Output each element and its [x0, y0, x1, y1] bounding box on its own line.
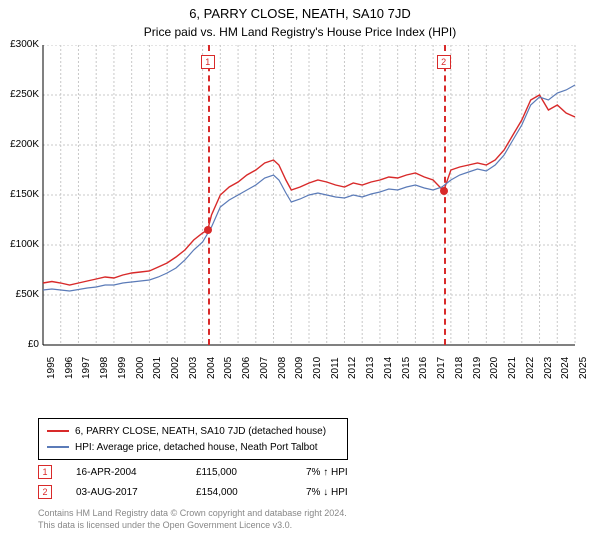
- y-tick-label: £50K: [5, 289, 39, 300]
- legend: 6, PARRY CLOSE, NEATH, SA10 7JD (detache…: [38, 418, 348, 460]
- chart-title: 6, PARRY CLOSE, NEATH, SA10 7JD: [0, 0, 600, 21]
- x-tick-label: 2022: [525, 357, 536, 379]
- x-tick-label: 1999: [117, 357, 128, 379]
- y-tick-label: £200K: [5, 139, 39, 150]
- x-tick-label: 2003: [188, 357, 199, 379]
- legend-label: 6, PARRY CLOSE, NEATH, SA10 7JD (detache…: [75, 426, 326, 437]
- x-tick-label: 2000: [135, 357, 146, 379]
- x-tick-label: 2007: [259, 357, 270, 379]
- marker-vline: [208, 45, 210, 345]
- x-tick-label: 2025: [578, 357, 589, 379]
- x-tick-label: 2011: [330, 357, 341, 379]
- y-tick-label: £250K: [5, 89, 39, 100]
- footer-attribution: Contains HM Land Registry data © Crown c…: [38, 508, 347, 531]
- sale-marker-box: 2: [38, 485, 52, 499]
- legend-row: 6, PARRY CLOSE, NEATH, SA10 7JD (detache…: [47, 423, 339, 439]
- x-tick-label: 2023: [543, 357, 554, 379]
- sale-price: £115,000: [196, 467, 306, 478]
- chart-svg: [35, 45, 595, 395]
- x-tick-label: 2020: [489, 357, 500, 379]
- sale-marker-box: 1: [38, 465, 52, 479]
- sale-date: 16-APR-2004: [76, 467, 196, 478]
- marker-dot: [204, 226, 212, 234]
- x-tick-label: 2010: [312, 357, 323, 379]
- sale-hpi-delta: 7% ↓ HPI: [306, 487, 396, 498]
- x-tick-label: 2021: [507, 357, 518, 379]
- x-tick-label: 2009: [294, 357, 305, 379]
- marker-label-box: 1: [201, 55, 215, 69]
- x-tick-label: 2018: [454, 357, 465, 379]
- y-tick-label: £100K: [5, 239, 39, 250]
- x-tick-label: 2019: [472, 357, 483, 379]
- legend-label: HPI: Average price, detached house, Neat…: [75, 442, 318, 453]
- x-tick-label: 2017: [436, 357, 447, 379]
- legend-row: HPI: Average price, detached house, Neat…: [47, 439, 339, 455]
- x-tick-label: 2024: [560, 357, 571, 379]
- footer-line: Contains HM Land Registry data © Crown c…: [38, 508, 347, 520]
- marker-dot: [440, 187, 448, 195]
- x-tick-label: 2014: [383, 357, 394, 379]
- y-tick-label: £300K: [5, 39, 39, 50]
- chart-plot-area: £0£50K£100K£150K£200K£250K£300K 19951996…: [35, 45, 595, 395]
- x-tick-label: 1996: [64, 357, 75, 379]
- sale-price: £154,000: [196, 487, 306, 498]
- y-tick-label: £0: [5, 339, 39, 350]
- chart-container: 6, PARRY CLOSE, NEATH, SA10 7JD Price pa…: [0, 0, 600, 560]
- x-tick-label: 1997: [81, 357, 92, 379]
- sale-row: 2 03-AUG-2017£154,0007% ↓ HPI: [38, 482, 396, 502]
- legend-swatch: [47, 430, 69, 432]
- sale-hpi-delta: 7% ↑ HPI: [306, 467, 396, 478]
- legend-swatch: [47, 446, 69, 448]
- series-hpi: [43, 85, 575, 291]
- x-tick-label: 2004: [206, 357, 217, 379]
- x-tick-label: 1998: [99, 357, 110, 379]
- x-tick-label: 2005: [223, 357, 234, 379]
- marker-vline: [444, 45, 446, 345]
- sale-row: 1 16-APR-2004£115,0007% ↑ HPI: [38, 462, 396, 482]
- chart-subtitle: Price paid vs. HM Land Registry's House …: [0, 21, 600, 45]
- sales-table: 1 16-APR-2004£115,0007% ↑ HPI 2 03-AUG-2017…: [38, 462, 396, 502]
- x-tick-label: 2002: [170, 357, 181, 379]
- x-tick-label: 2012: [347, 357, 358, 379]
- x-tick-label: 1995: [46, 357, 57, 379]
- y-tick-label: £150K: [5, 189, 39, 200]
- marker-label-box: 2: [437, 55, 451, 69]
- sale-date: 03-AUG-2017: [76, 487, 196, 498]
- x-tick-label: 2006: [241, 357, 252, 379]
- footer-line: This data is licensed under the Open Gov…: [38, 520, 347, 532]
- x-tick-label: 2015: [401, 357, 412, 379]
- x-tick-label: 2008: [277, 357, 288, 379]
- x-tick-label: 2001: [152, 357, 163, 379]
- x-tick-label: 2016: [418, 357, 429, 379]
- x-tick-label: 2013: [365, 357, 376, 379]
